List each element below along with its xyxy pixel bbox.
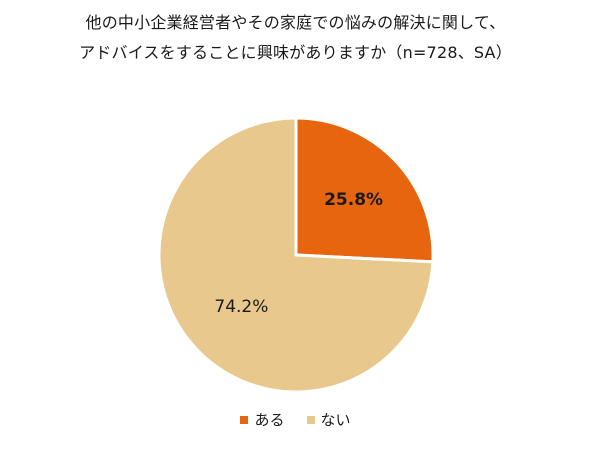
pie-slice-aru bbox=[294, 116, 435, 264]
chart-title: 他の中小企業経営者やその家庭での悩みの解決に関して、 アドバイスをすることに興味… bbox=[0, 8, 591, 68]
chart-title-line-1: 他の中小企業経営者やその家庭での悩みの解決に関して、 bbox=[85, 13, 506, 32]
legend-item-aru: ある bbox=[240, 409, 285, 430]
legend: ある ない bbox=[0, 409, 591, 430]
pie-value-labels: 25.8% 74.2% bbox=[214, 190, 383, 317]
legend-label-nai: ない bbox=[320, 411, 351, 429]
pie-slice-nai bbox=[157, 116, 435, 394]
pie-slices bbox=[157, 116, 435, 394]
legend-swatch-aru bbox=[240, 415, 249, 424]
legend-label-aru: ある bbox=[254, 411, 285, 429]
value-label-nai: 74.2% bbox=[214, 297, 268, 317]
legend-item-nai: ない bbox=[306, 409, 351, 430]
legend-swatch-nai bbox=[306, 415, 315, 424]
value-label-aru: 25.8% bbox=[324, 190, 383, 210]
chart-title-line-2: アドバイスをすることに興味がありますか（n=728、SA） bbox=[79, 43, 512, 62]
